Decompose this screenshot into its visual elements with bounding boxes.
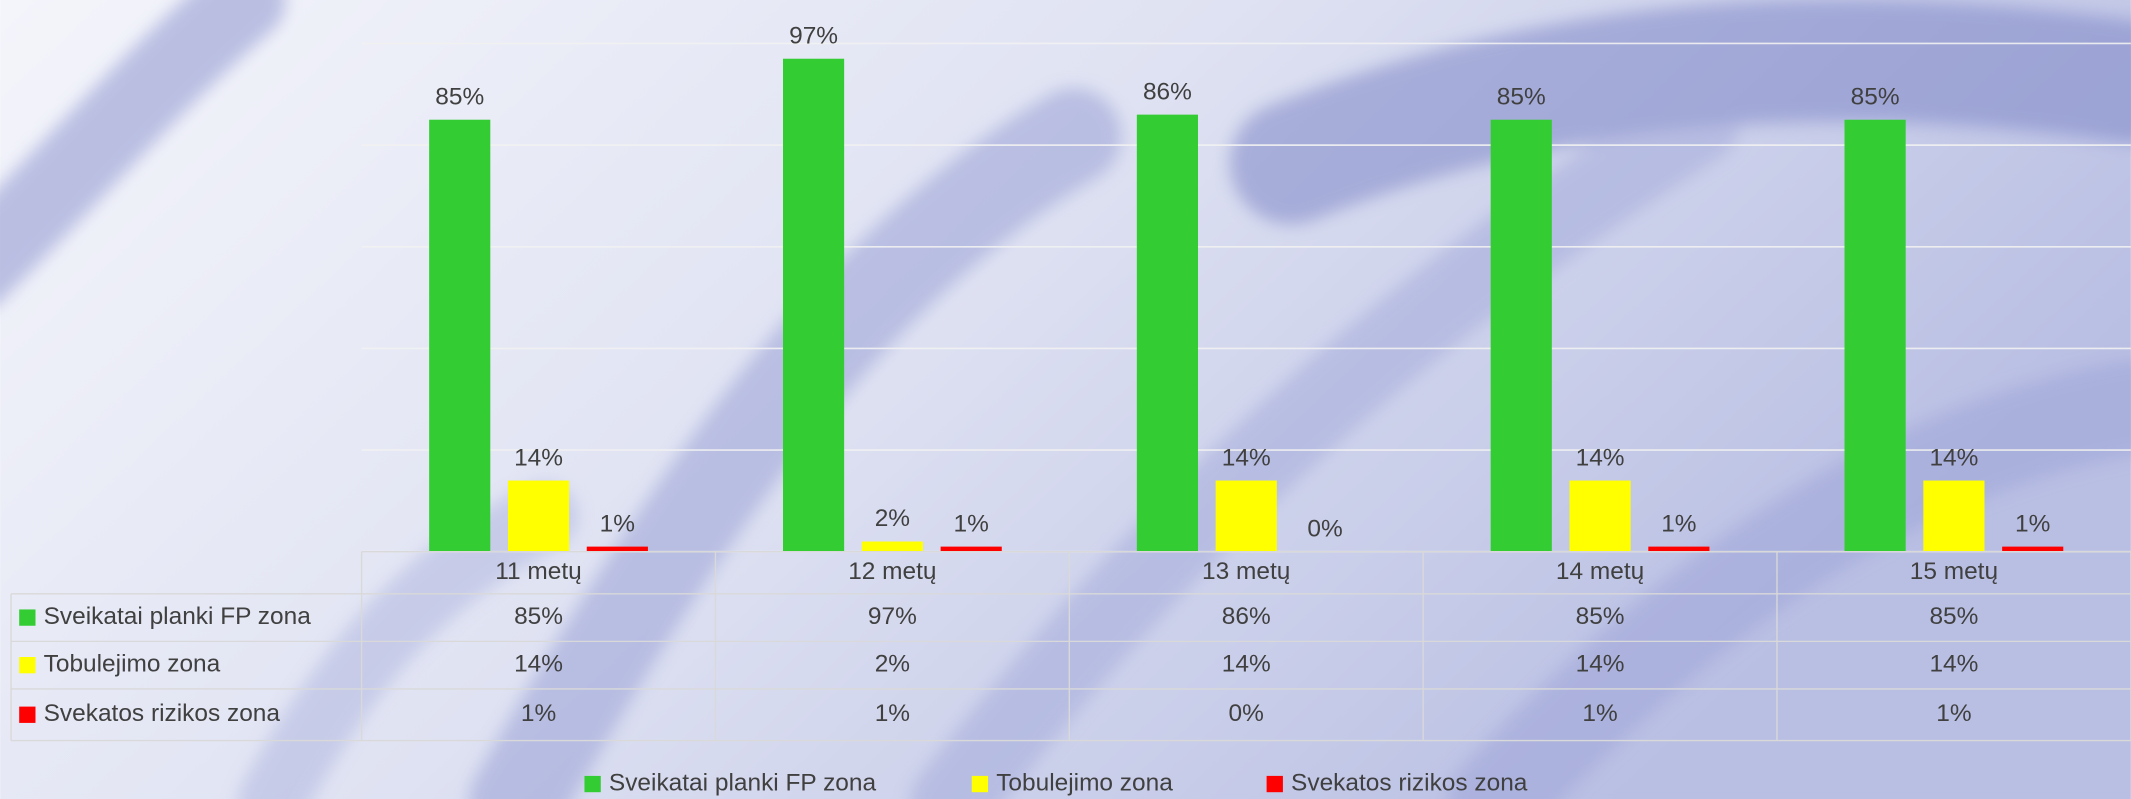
bar <box>429 119 491 552</box>
data-label: 97% <box>789 22 838 49</box>
table-row-label: Sveikatai planki FP zona <box>44 603 312 630</box>
brush-stroke <box>1229 0 2131 225</box>
table-cell: 14% <box>1576 651 1625 678</box>
data-label: 1% <box>2015 510 2050 537</box>
x-tick-label: 13 metų <box>1202 558 1290 585</box>
legend-key <box>971 775 989 793</box>
data-label: 85% <box>1851 83 1900 110</box>
table-cell: 85% <box>1576 603 1625 630</box>
bar <box>507 480 570 552</box>
table-cell: 97% <box>868 603 917 630</box>
data-label: 2% <box>875 505 910 532</box>
brush-stroke <box>469 88 1122 799</box>
table-cell: 1% <box>875 700 910 727</box>
table-cell: 1% <box>1936 700 1971 727</box>
brush-stroke <box>0 0 286 302</box>
data-label: 1% <box>1661 510 1696 537</box>
data-label: 86% <box>1143 78 1192 105</box>
table-cell: 2% <box>875 651 910 678</box>
data-label: 1% <box>600 510 635 537</box>
data-label: 1% <box>954 510 989 537</box>
table-cell: 85% <box>514 603 563 630</box>
data-label: 14% <box>514 444 563 471</box>
data-label: 14% <box>1929 444 1978 471</box>
bar <box>940 546 1002 552</box>
data-label: 85% <box>435 83 484 110</box>
legend-key <box>584 775 601 793</box>
table-cell: 14% <box>514 651 563 678</box>
bar <box>1215 480 1277 552</box>
bar <box>586 546 648 552</box>
bar <box>2002 546 2064 552</box>
x-tick-label: 12 metų <box>848 558 936 585</box>
x-tick-label: 15 metų <box>1910 558 1998 585</box>
bar <box>782 58 845 552</box>
legend-label: Sveikatai planki FP zona <box>609 770 877 797</box>
bar <box>1844 119 1906 552</box>
table-legend-key <box>19 706 36 723</box>
table-legend-key <box>19 609 36 626</box>
bar <box>1490 119 1552 552</box>
table-row-label: Tobulejimo zona <box>44 651 221 678</box>
table-row-label: Svekatos rizikos zona <box>44 700 281 727</box>
legend-label: Svekatos rizikos zona <box>1291 770 1528 797</box>
data-label: 14% <box>1576 444 1625 471</box>
brush-stroke <box>238 482 578 799</box>
legend-label: Tobulejimo zona <box>996 770 1173 797</box>
bar <box>1923 480 1985 552</box>
brush-stroke <box>910 81 1740 799</box>
legend-key <box>1266 775 1283 793</box>
x-tick-label: 14 metų <box>1556 558 1644 585</box>
data-label: 85% <box>1497 83 1546 110</box>
bar <box>1569 480 1631 552</box>
table-cell: 14% <box>1929 651 1978 678</box>
x-tick-label: 11 metų <box>495 558 582 585</box>
table-cell: 14% <box>1222 651 1271 678</box>
table-cell: 0% <box>1229 700 1264 727</box>
table-cell: 85% <box>1929 603 1978 630</box>
brush-stroke <box>1447 360 2131 799</box>
bar <box>1648 546 1710 552</box>
bar <box>1136 114 1198 552</box>
table-cell: 86% <box>1222 603 1271 630</box>
bar <box>861 541 923 552</box>
table-cell: 1% <box>521 700 556 727</box>
data-label: 0% <box>1307 515 1342 542</box>
table-cell: 1% <box>1582 700 1617 727</box>
table-legend-key <box>19 657 36 674</box>
data-label: 14% <box>1222 444 1271 471</box>
